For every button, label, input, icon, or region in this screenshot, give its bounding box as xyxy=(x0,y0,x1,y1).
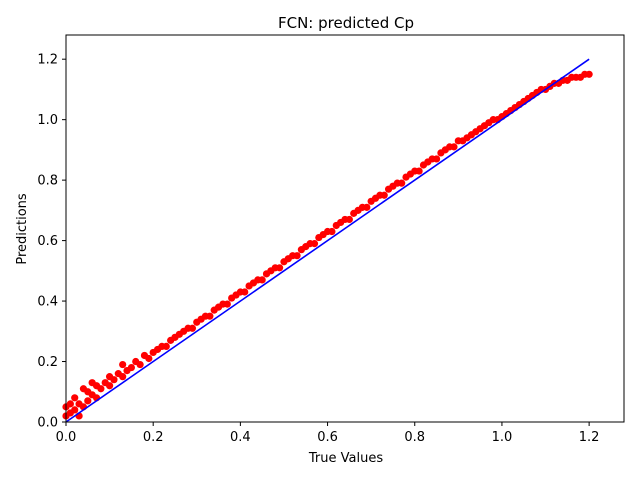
y-tick-label: 0.4 xyxy=(37,295,58,310)
x-tick-label: 0.6 xyxy=(317,430,338,445)
data-point xyxy=(328,227,336,236)
data-point xyxy=(223,300,231,308)
data-point xyxy=(71,406,79,414)
x-axis-label: True Values xyxy=(308,451,383,466)
data-point xyxy=(432,155,441,163)
data-point xyxy=(127,363,135,372)
data-point xyxy=(206,312,214,320)
data-point xyxy=(293,252,301,260)
data-point xyxy=(110,376,118,384)
data-point xyxy=(398,179,406,187)
data-point xyxy=(585,70,593,78)
y-tick-label: 0.8 xyxy=(37,174,58,189)
data-point xyxy=(136,360,144,369)
y-tick-label: 0.6 xyxy=(37,234,58,249)
data-point xyxy=(363,203,371,211)
data-point xyxy=(450,143,458,151)
x-tick-label: 0.2 xyxy=(143,430,164,445)
plot-frame xyxy=(65,34,625,423)
y-axis: 0.0 0.2 0.4 0.6 0.8 1.0 1.2 xyxy=(37,53,66,431)
data-point xyxy=(162,342,170,351)
plot-area xyxy=(62,34,625,423)
y-tick-label: 1.0 xyxy=(37,113,58,128)
x-tick-label: 1.0 xyxy=(492,430,513,445)
data-point xyxy=(276,264,284,272)
x-axis: 0.0 0.2 0.4 0.6 0.8 1.0 1.2 xyxy=(56,422,600,445)
x-tick-label: 0.0 xyxy=(56,430,77,445)
y-tick-label: 0.2 xyxy=(37,355,58,370)
data-point xyxy=(345,215,353,224)
data-point xyxy=(145,354,153,363)
data-point xyxy=(258,276,266,284)
data-point xyxy=(188,324,197,332)
reference-line xyxy=(65,58,590,423)
data-point xyxy=(241,288,249,296)
data-point xyxy=(97,385,105,393)
y-tick-label: 1.2 xyxy=(37,53,58,68)
x-tick-label: 0.8 xyxy=(404,430,425,445)
data-point xyxy=(415,167,423,175)
data-point xyxy=(380,191,388,199)
data-point xyxy=(119,373,127,381)
data-point xyxy=(66,400,74,408)
x-tick-label: 1.2 xyxy=(579,430,600,445)
data-point xyxy=(119,360,127,369)
y-axis-label: Predictions xyxy=(15,193,30,265)
data-point xyxy=(71,394,79,402)
x-tick-label: 0.4 xyxy=(230,430,251,445)
chart-title: FCN: predicted Cp xyxy=(278,14,414,32)
data-point xyxy=(105,382,114,390)
data-point xyxy=(84,397,92,405)
y-tick-label: 0.0 xyxy=(37,416,58,431)
data-point xyxy=(310,240,319,248)
